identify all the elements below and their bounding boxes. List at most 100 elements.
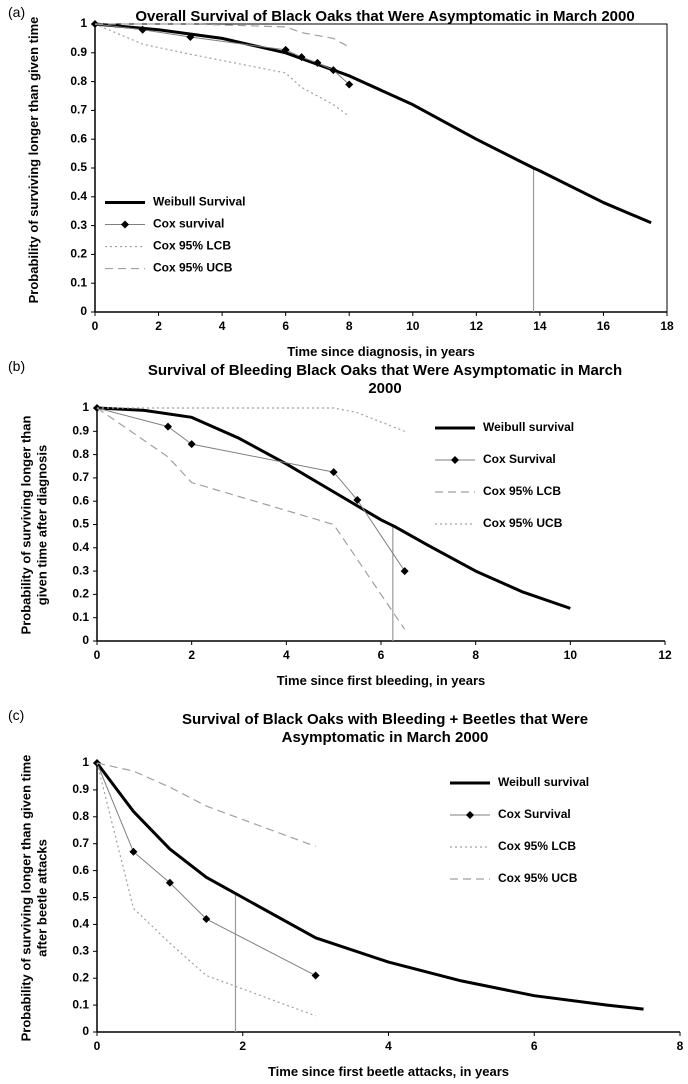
y-tick-label: 0.9 — [70, 45, 87, 59]
legend-label: Cox Survival — [498, 807, 571, 821]
legend-marker — [451, 456, 459, 464]
series-line — [96, 762, 316, 847]
panel-label: (b) — [8, 358, 26, 374]
diamond-marker — [311, 971, 320, 980]
legend-label: Cox 95% LCB — [498, 839, 576, 853]
y-tick-label: 0.2 — [72, 587, 89, 601]
diamond-marker — [345, 80, 354, 89]
x-tick-label: 8 — [346, 319, 353, 333]
chart-title: Survival of Black Oaks with Bleeding + B… — [181, 711, 589, 746]
legend-label: Weibull survival — [483, 420, 574, 434]
diamond-marker — [165, 878, 174, 887]
x-tick-label: 2 — [239, 1039, 246, 1053]
y-tick-label: 0.8 — [72, 447, 89, 461]
y-axis-label: Probability of surviving longer than giv… — [26, 16, 41, 304]
y-tick-label: 0 — [82, 1024, 89, 1038]
x-tick-label: 10 — [564, 648, 578, 662]
y-tick-label: 1 — [80, 16, 87, 30]
x-tick-label: 2 — [188, 648, 195, 662]
y-tick-label: 0.4 — [70, 189, 87, 203]
y-tick-label: 0.6 — [70, 131, 87, 145]
x-tick-label: 14 — [533, 319, 547, 333]
y-tick-label: 0.6 — [72, 863, 89, 877]
diamond-marker — [281, 45, 290, 54]
x-tick-label: 4 — [219, 319, 226, 333]
y-tick-label: 0.4 — [72, 917, 89, 931]
series-line — [97, 407, 405, 432]
panel-label: (a) — [8, 4, 26, 20]
legend-marker — [466, 811, 474, 819]
x-tick-label: 8 — [677, 1039, 684, 1053]
x-tick-label: 12 — [470, 319, 484, 333]
x-axis-label: Time since first beetle attacks, in year… — [267, 1064, 510, 1079]
diamond-marker — [164, 422, 172, 431]
y-tick-label: 0.2 — [70, 247, 87, 261]
diamond-marker — [329, 468, 338, 477]
x-tick-label: 4 — [385, 1039, 392, 1053]
y-tick-label: 0.7 — [72, 836, 89, 850]
series-line — [95, 23, 350, 48]
diamond-marker — [297, 53, 306, 62]
y-tick-label: 1 — [82, 400, 89, 414]
y-tick-label: 1 — [82, 755, 89, 769]
legend-marker — [121, 220, 129, 229]
legend-label: Cox 95% LCB — [483, 484, 561, 498]
series-line — [96, 406, 571, 610]
legend-label: Cox 95% UCB — [483, 516, 563, 530]
y-tick-label: 0.3 — [70, 218, 87, 232]
legend-label: Cox 95% UCB — [153, 261, 233, 275]
x-tick-label: 6 — [531, 1039, 538, 1053]
diamond-marker — [186, 32, 195, 41]
x-tick-label: 4 — [283, 648, 290, 662]
x-axis-label: Time since first bleeding, in years — [276, 673, 486, 688]
y-tick-label: 0.3 — [72, 563, 89, 577]
x-tick-label: 8 — [472, 648, 479, 662]
diamond-marker — [187, 440, 196, 449]
y-axis-label: Probability of surviving longer than giv… — [18, 754, 49, 1041]
series-line — [94, 23, 350, 85]
y-tick-label: 0.5 — [70, 160, 87, 174]
y-tick-label: 0.9 — [72, 423, 89, 437]
diamond-marker — [313, 58, 322, 67]
x-tick-label: 10 — [406, 319, 420, 333]
y-tick-label: 0.3 — [72, 943, 89, 957]
series-line — [96, 407, 406, 630]
x-tick-label: 6 — [378, 648, 385, 662]
x-tick-label: 18 — [660, 319, 674, 333]
y-tick-label: 0 — [82, 633, 89, 647]
series-line — [96, 762, 316, 1017]
y-tick-label: 0.1 — [72, 610, 89, 624]
y-tick-label: 0.8 — [70, 74, 87, 88]
diamond-marker — [400, 567, 409, 576]
x-tick-label: 16 — [597, 319, 611, 333]
legend-label: Cox survival — [153, 217, 224, 231]
y-tick-label: 0.5 — [72, 890, 89, 904]
chart-title: Survival of Bleeding Black Oaks that Wer… — [147, 362, 623, 397]
y-tick-label: 0 — [80, 304, 87, 318]
y-axis-label: Probability of surviving longer than giv… — [18, 415, 49, 634]
diamond-marker — [138, 25, 147, 34]
legend-label: Cox Survival — [483, 452, 556, 466]
panel-label: (c) — [8, 707, 25, 723]
y-tick-label: 0.5 — [72, 517, 89, 531]
x-tick-label: 0 — [94, 1039, 101, 1053]
diamond-marker — [329, 66, 338, 75]
diamond-marker — [202, 915, 211, 924]
legend-label: Weibull Survival — [153, 195, 245, 209]
diamond-marker — [353, 496, 362, 505]
y-tick-label: 0.6 — [72, 493, 89, 507]
diamond-marker — [129, 847, 138, 856]
x-tick-label: 6 — [282, 319, 289, 333]
y-tick-label: 0.1 — [72, 997, 89, 1011]
y-tick-label: 0.8 — [72, 809, 89, 823]
series-line — [94, 22, 652, 225]
legend-label: Weibull survival — [498, 775, 589, 789]
y-tick-label: 0.7 — [70, 103, 87, 117]
series-line — [96, 407, 406, 572]
x-axis-label: Time since diagnosis, in years — [287, 344, 475, 359]
y-tick-label: 0.1 — [70, 275, 87, 289]
x-tick-label: 12 — [658, 648, 672, 662]
x-tick-label: 2 — [155, 319, 162, 333]
